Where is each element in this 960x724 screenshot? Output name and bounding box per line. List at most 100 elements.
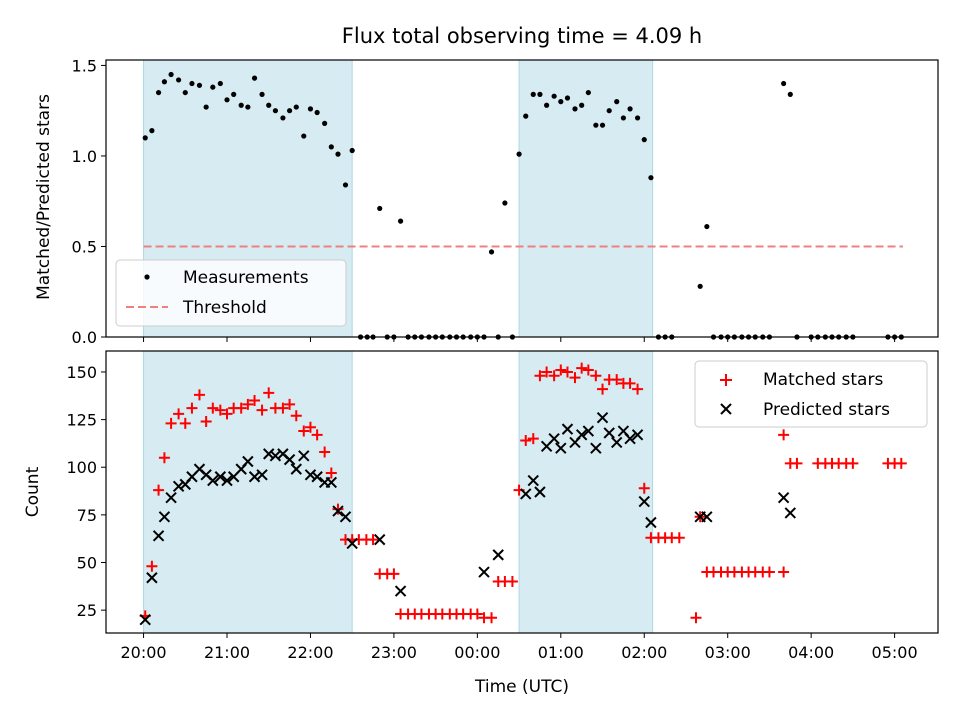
- legend-predicted-marker: [720, 403, 732, 415]
- bottom-series-0-point: [611, 374, 623, 386]
- top-series-0-point: [502, 200, 508, 206]
- top-series-0-point: [704, 223, 710, 230]
- x-tick-label: 02:00: [621, 643, 667, 662]
- bottom-series-1-point: [298, 450, 310, 462]
- top-series-0-point: [599, 122, 606, 128]
- bottom-series-0-point: [207, 402, 219, 414]
- bottom-series-1-point: [777, 492, 790, 504]
- top-series-0-point: [217, 80, 223, 87]
- bottom-series-1-point: [603, 427, 615, 439]
- bottom-series-0-point: [520, 435, 532, 447]
- bottom-series-0-point: [263, 387, 275, 399]
- bottom-series-1-point: [478, 566, 490, 578]
- bottom-series-0-point: [304, 421, 316, 433]
- top-series-0-point: [606, 108, 612, 114]
- top-series-0-point: [787, 91, 793, 97]
- bottom-series-0-point: [778, 566, 790, 578]
- bottom-series-1-point: [645, 516, 657, 529]
- bottom-series-0-point: [235, 402, 247, 414]
- top-series-0-point: [781, 80, 787, 87]
- bottom-series-1-point: [374, 533, 386, 546]
- bottom-y-tick-label: 50: [77, 554, 97, 573]
- top-series-0-point: [530, 91, 536, 97]
- bottom-series-0-point: [471, 608, 483, 620]
- bottom-series-1-point: [520, 488, 532, 500]
- bottom-series-1-point: [311, 471, 323, 483]
- bottom-series-1-point: [325, 476, 338, 489]
- bottom-series-0-point: [256, 404, 268, 416]
- bottom-series-0-point: [311, 429, 323, 441]
- bottom-series-1-point: [146, 572, 158, 584]
- bottom-series-0-point: [284, 398, 296, 410]
- top-series-0-point: [585, 89, 591, 96]
- x-axis-label: Time (UTC): [474, 677, 569, 697]
- legend-predicted-label: Predicted stars: [763, 400, 890, 420]
- top-series-0-point: [238, 102, 244, 108]
- bottom-series-1-point: [242, 455, 254, 468]
- bottom-series-1-point: [638, 495, 650, 508]
- x-tick-label: 04:00: [788, 643, 834, 662]
- bottom-series-0-point: [778, 429, 790, 441]
- top-series-0-point: [335, 151, 341, 157]
- bottom-series-0-point: [242, 398, 254, 410]
- bottom-series-0-point: [486, 612, 498, 624]
- legend-threshold-label: Threshold: [182, 298, 267, 318]
- top-series-0-point: [203, 104, 209, 110]
- bottom-series-1-point: [582, 425, 595, 437]
- top-series-0-point: [648, 175, 654, 181]
- bottom-series-1-point: [283, 453, 296, 466]
- top-y-tick-label: 0.5: [72, 237, 97, 256]
- top-series-0-point: [155, 89, 162, 96]
- top-series-0-point: [614, 99, 620, 105]
- bottom-series-0-point: [319, 446, 331, 458]
- x-tick-label: 03:00: [705, 643, 751, 662]
- legend-matched-label: Matched stars: [763, 370, 883, 390]
- bottom-series-1-point: [339, 511, 352, 523]
- bottom-y-tick-label: 100: [66, 458, 97, 477]
- bottom-series-1-point: [304, 469, 317, 481]
- bottom-series-0-point: [249, 395, 261, 407]
- top-series-0-point: [301, 133, 307, 139]
- top-series-0-point: [342, 182, 349, 188]
- bottom-axes-frame: [105, 350, 939, 634]
- bottom-series-0-point: [506, 576, 518, 588]
- top-series-0-point: [189, 80, 195, 87]
- x-tick-label: 23:00: [371, 643, 417, 662]
- top-series-0-point: [620, 115, 626, 121]
- bottom-series-0-point: [895, 457, 907, 469]
- top-y-tick-label: 1.0: [72, 147, 97, 166]
- top-series-0-point: [280, 115, 286, 121]
- bottom-series-0-point: [193, 389, 205, 401]
- top-series-0-point: [149, 128, 155, 134]
- bottom-series-1-point: [152, 530, 165, 542]
- x-tick-label: 21:00: [204, 643, 250, 662]
- bottom-series-0-point: [146, 560, 158, 572]
- bottom-series-1-point: [575, 429, 588, 441]
- top-series-0-point: [251, 75, 258, 81]
- bottom-series-0-point: [624, 377, 636, 389]
- top-series-0-point: [634, 115, 641, 121]
- top-series-0-point: [245, 104, 251, 110]
- x-tick-label: 22:00: [287, 643, 333, 662]
- bottom-series-1-point: [207, 474, 219, 487]
- bottom-series-0-point: [179, 417, 191, 429]
- top-series-0-point: [210, 84, 216, 90]
- bottom-series-0-point: [847, 457, 859, 469]
- top-y-axis-label: Matched/Predicted stars: [34, 94, 54, 300]
- bottom-series-0-point: [791, 457, 803, 469]
- top-y-tick-label: 0.0: [72, 328, 97, 347]
- top-series-0-point: [627, 106, 633, 112]
- top-series-0-point: [523, 113, 529, 119]
- top-legend-frame: [115, 259, 347, 327]
- bottom-series-0-point: [298, 425, 310, 437]
- bottom-y-tick-label: 25: [77, 601, 97, 620]
- bottom-series-1-point: [701, 511, 713, 523]
- bottom-series-1-point: [527, 474, 539, 487]
- legend-measurements-label: Measurements: [183, 268, 309, 288]
- top-series-0-point: [259, 91, 265, 97]
- bottom-series-1-point: [165, 492, 177, 504]
- bottom-series-1-point: [394, 585, 407, 597]
- top-series-0-point: [322, 120, 328, 126]
- bottom-series-1-point: [290, 463, 302, 475]
